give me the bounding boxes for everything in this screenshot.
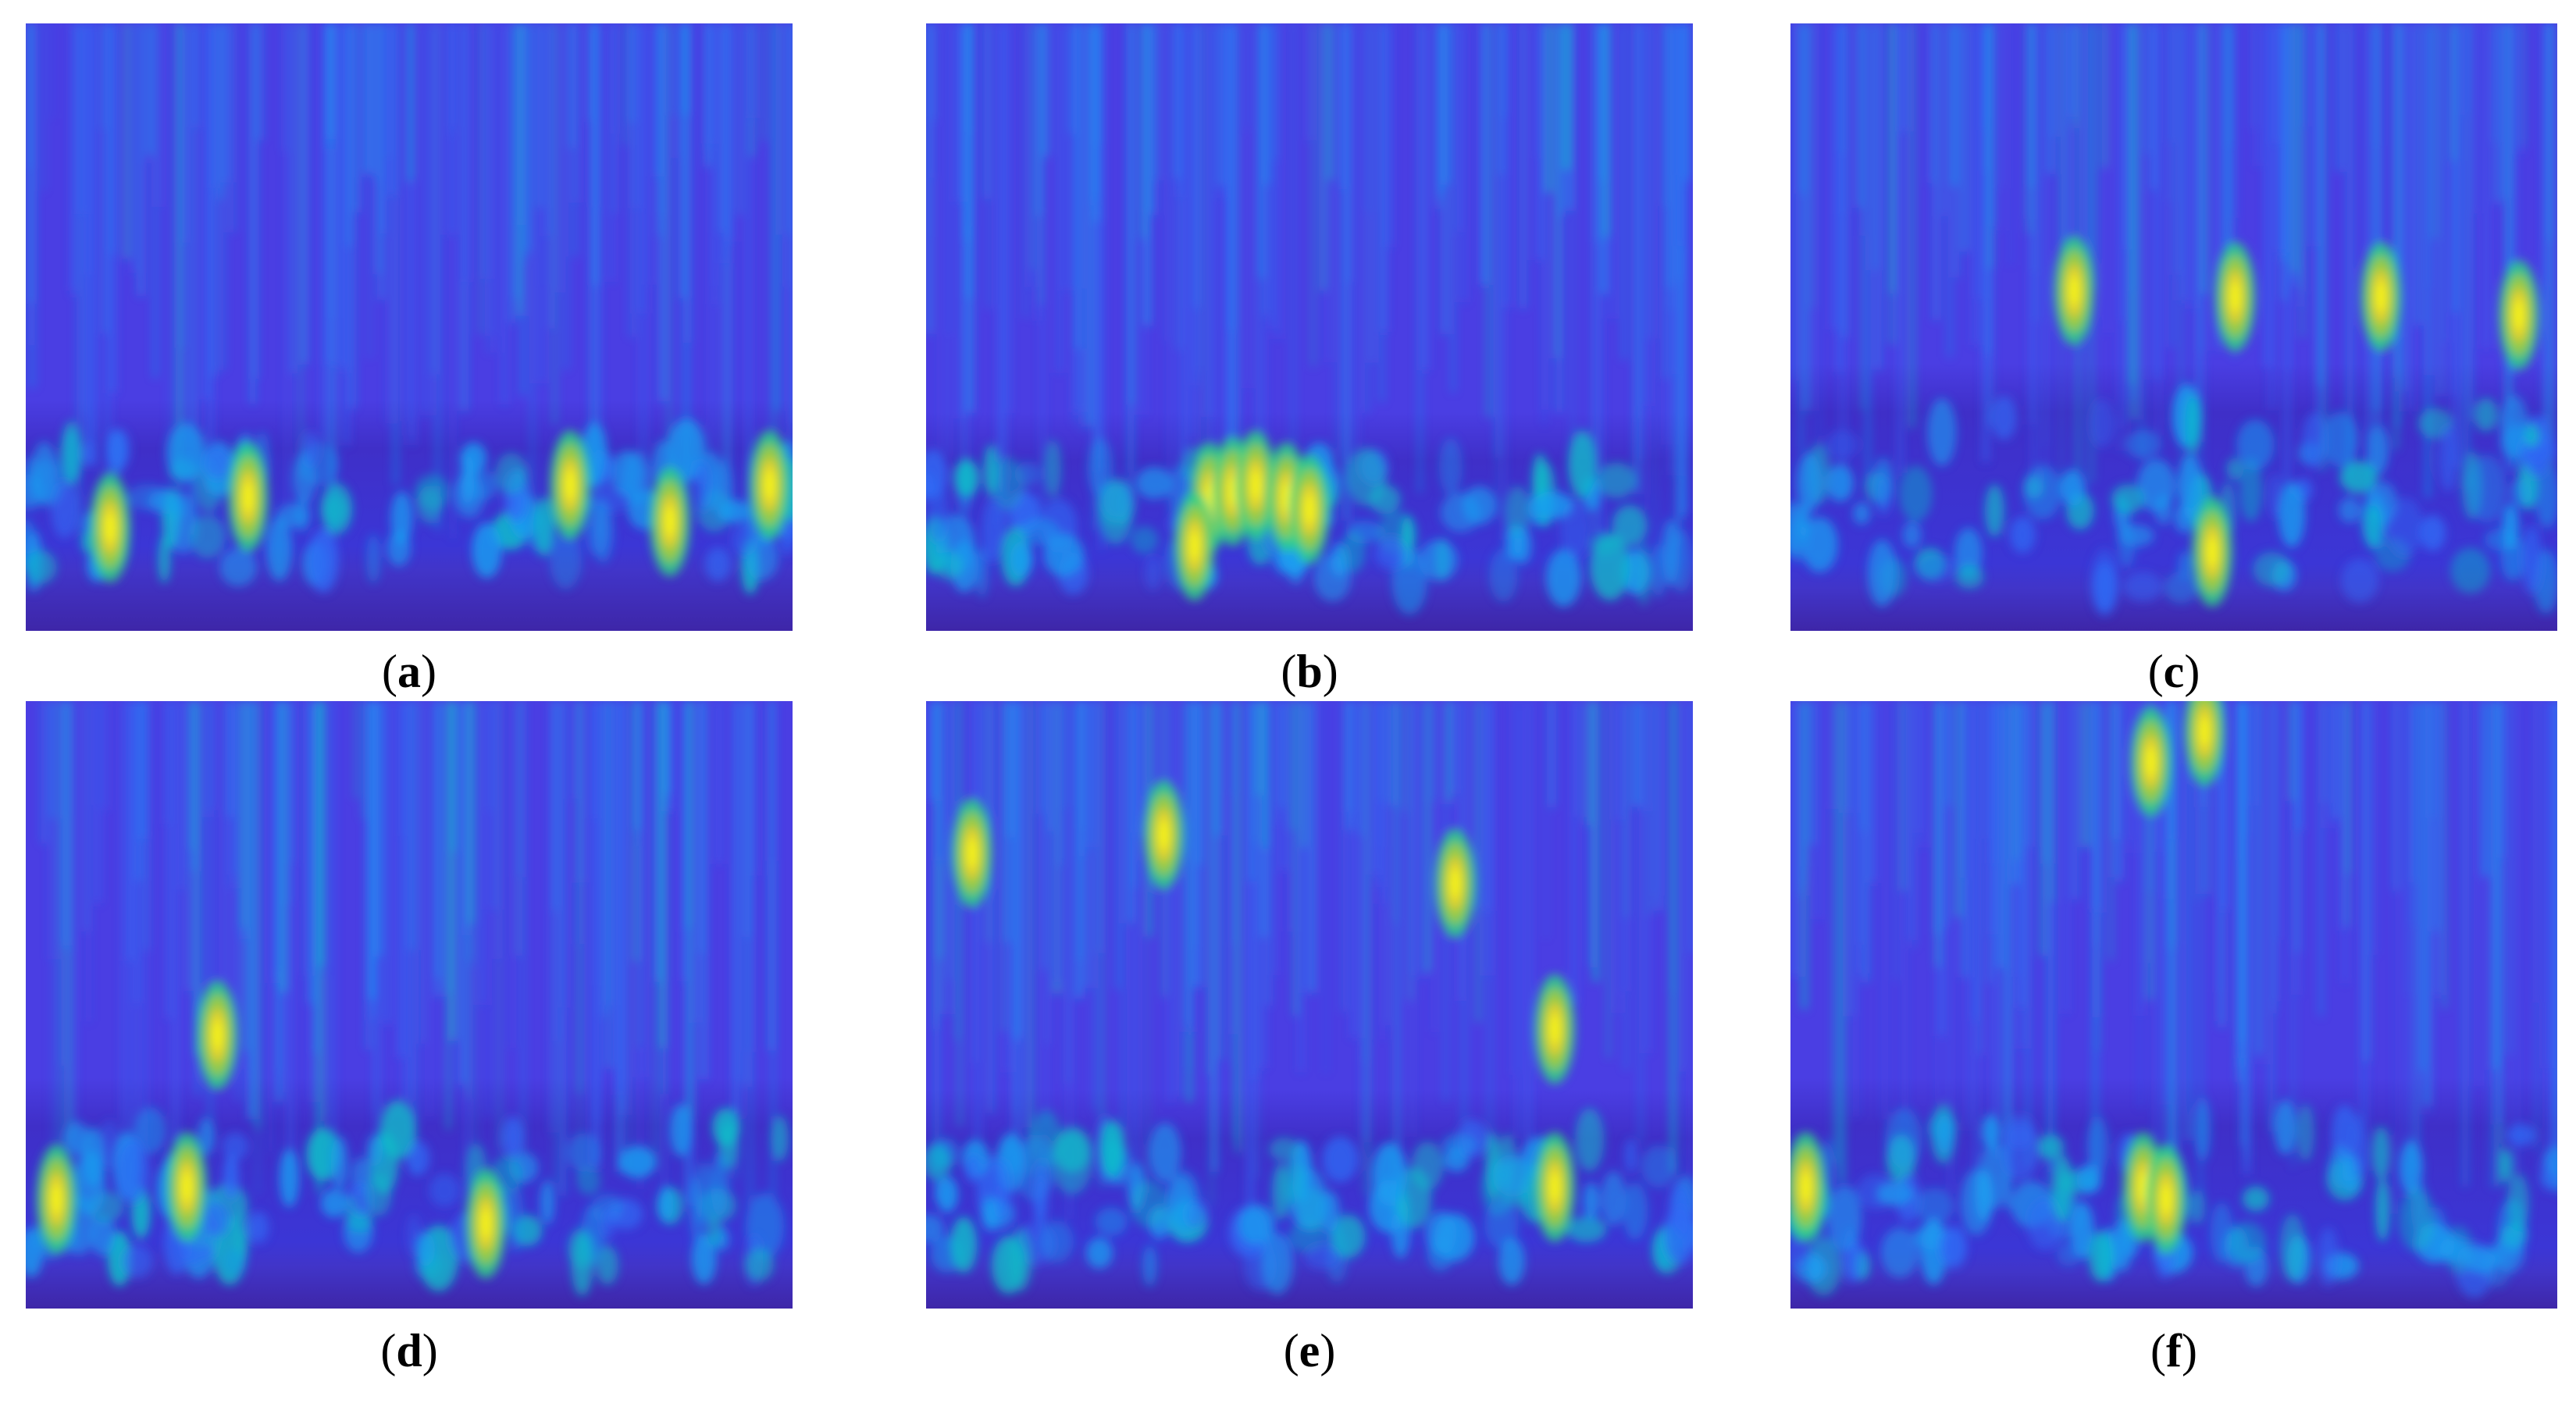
scalogram-f <box>1790 701 2557 1309</box>
caption-label-a: a <box>397 646 421 697</box>
scalogram-d <box>26 701 793 1309</box>
scalogram-c <box>1790 23 2557 631</box>
caption-f: (f) <box>2150 1325 2197 1376</box>
caption-label-e: e <box>1299 1325 1320 1376</box>
caption-b: (b) <box>1281 646 1338 697</box>
caption-label-d: d <box>396 1325 422 1376</box>
scalogram-texture <box>26 701 789 1297</box>
scalogram-texture <box>26 23 793 595</box>
caption-e: (e) <box>1283 1325 1336 1376</box>
scalogram-texture <box>926 23 1693 615</box>
scalogram-e <box>926 701 1693 1309</box>
caption-d: (d) <box>380 1325 438 1376</box>
scalogram-b <box>926 23 1693 631</box>
scalogram-texture <box>1790 701 2557 1298</box>
caption-label-f: f <box>2166 1325 2182 1376</box>
scalogram-a <box>26 23 793 631</box>
scalogram-texture <box>926 701 1693 1295</box>
caption-a: (a) <box>382 646 436 697</box>
caption-label-b: b <box>1296 646 1323 697</box>
caption-label-c: c <box>2163 646 2185 697</box>
scalogram-texture <box>1790 23 2557 618</box>
caption-c: (c) <box>2147 646 2200 697</box>
